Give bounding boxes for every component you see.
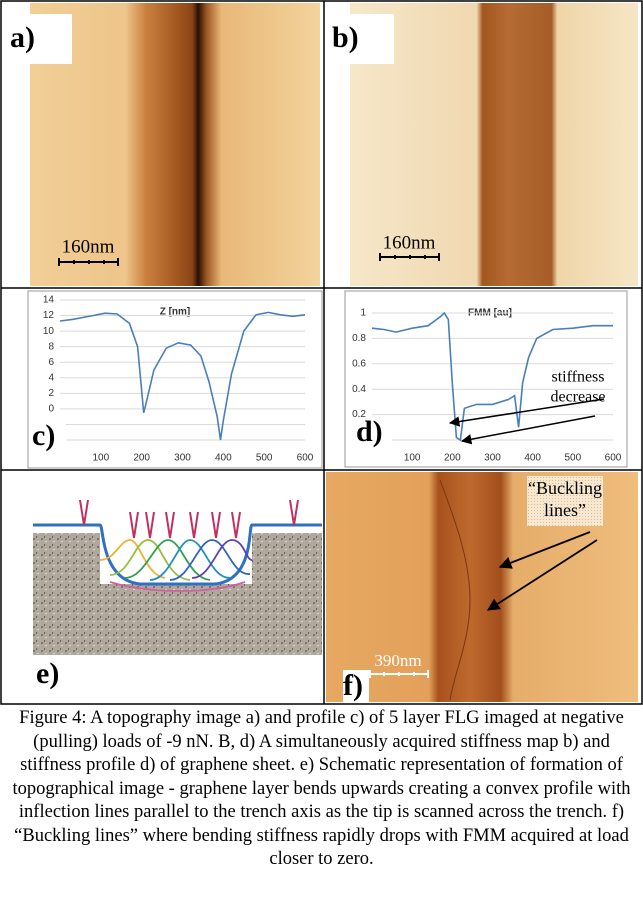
arrow [486, 539, 598, 611]
chart-frame [27, 290, 323, 469]
y-tick-label: 1 [360, 308, 366, 319]
chart-title: Z [nm] [160, 307, 191, 318]
caption: Figure 4: A topography image a) and prof… [12, 708, 631, 869]
y-tick-label: 0.8 [352, 333, 366, 344]
arrow [498, 531, 591, 569]
scale-bar [379, 253, 440, 261]
x-tick-label: 500 [564, 453, 581, 464]
y-tick-label: 8 [48, 341, 54, 352]
substrate [33, 533, 322, 655]
arrow [448, 398, 605, 427]
label-box [328, 14, 394, 64]
annotation: lines” [544, 500, 586, 520]
scale-bar-label: 390nm [374, 651, 421, 670]
panel-label: d) [356, 415, 383, 448]
x-tick-label: 400 [215, 453, 232, 464]
panel-label: a) [10, 21, 35, 54]
x-tick-label: 300 [174, 453, 191, 464]
y-tick-label: 0.2 [352, 409, 366, 420]
panel-label: e) [36, 657, 59, 690]
x-tick-label: 300 [484, 453, 501, 464]
x-tick-label: 500 [256, 453, 273, 464]
scale-bar [58, 258, 119, 266]
data-line [371, 311, 613, 442]
y-tick-label: 0.4 [352, 384, 366, 395]
tips [79, 499, 299, 539]
x-tick-label: 100 [404, 453, 421, 464]
arrow [460, 415, 596, 445]
y-tick-label: 0.6 [352, 358, 366, 369]
x-tick-label: 100 [92, 453, 109, 464]
x-tick-label: 200 [133, 453, 150, 464]
label-box [352, 418, 392, 464]
label-box [343, 670, 369, 702]
y-tick-label: 2 [48, 388, 54, 399]
scale-bar [369, 670, 429, 678]
y-tick-label: 12 [43, 310, 55, 321]
y-tick-label: 14 [43, 295, 55, 306]
annotation: “Buckling [528, 478, 602, 498]
label-box [6, 14, 72, 64]
annotation-box [527, 476, 603, 526]
y-tick-label: 4 [48, 372, 54, 383]
y-tick-label: 6 [48, 357, 54, 368]
afm-image [350, 3, 638, 286]
graphene [33, 523, 322, 586]
annotation: stiffness [551, 369, 604, 386]
afm-image [30, 3, 320, 286]
x-tick-label: 600 [297, 453, 314, 464]
data-line [59, 311, 306, 441]
x-tick-label: 600 [605, 453, 622, 464]
y-tick-label: 0 [48, 404, 54, 415]
panel-label: c) [32, 419, 55, 452]
x-tick-label: 200 [444, 453, 461, 464]
tip-profiles [99, 539, 253, 592]
label-box [30, 420, 66, 466]
scale-bar-label: 160nm [62, 236, 115, 257]
buckling-lines [439, 479, 471, 701]
y-tick-label: 10 [43, 326, 55, 337]
figure: a) 160nm b) 160nm Z [nm]-4-2024681012140… [0, 0, 643, 705]
x-tick-label: 400 [524, 453, 541, 464]
scale-bar-label: 160nm [383, 232, 436, 253]
figure-border [0, 0, 643, 705]
panel-label: b) [332, 21, 359, 54]
panel-label: f) [343, 669, 363, 702]
